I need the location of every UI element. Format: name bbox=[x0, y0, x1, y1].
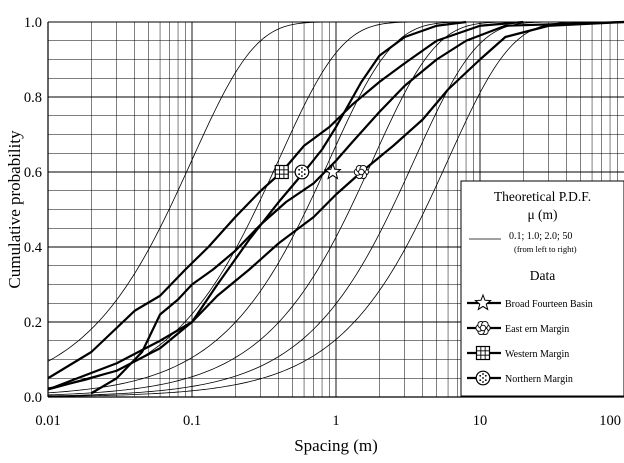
x-tick-label: 0.1 bbox=[183, 413, 201, 429]
dotted-circle-dot bbox=[479, 374, 482, 377]
legend-star-marker bbox=[474, 293, 492, 311]
theoretical-curve bbox=[47, 21, 624, 397]
flower-center bbox=[479, 324, 487, 332]
dotted-circle-dot bbox=[303, 168, 306, 171]
grid-square-shape bbox=[274, 164, 289, 180]
dotted-circle-dot bbox=[301, 175, 303, 177]
dotted-circle-dot bbox=[301, 167, 303, 169]
legend-item-dotted-circle: Northern Margin bbox=[467, 370, 573, 386]
y-tick-label: 0.6 bbox=[24, 165, 42, 181]
series-grid-square bbox=[47, 20, 524, 380]
legend-item-star: Broad Fourteen Basin bbox=[467, 293, 593, 311]
x-tick-label: 10 bbox=[473, 413, 488, 429]
legend-dotted-circle-marker bbox=[475, 370, 491, 386]
y-tick-label: 0.8 bbox=[24, 90, 42, 106]
legend-theoretical-order: (from left to right) bbox=[514, 244, 577, 254]
dotted-circle-dot bbox=[482, 377, 484, 379]
x-tick-label: 1 bbox=[332, 413, 339, 429]
legend-mu-label: μ (m) bbox=[527, 207, 557, 222]
legend-item-label: Northern Margin bbox=[505, 374, 573, 385]
legend-theoretical-values: 0.1; 1.0; 2.0; 50 bbox=[509, 231, 572, 242]
theoretical-curve bbox=[47, 21, 624, 396]
dotted-circle-dot bbox=[482, 381, 484, 383]
star-marker-shape bbox=[474, 293, 492, 311]
series-star bbox=[90, 20, 624, 395]
dotted-circle-dot bbox=[484, 379, 487, 382]
legend-items: Broad Fourteen Basin East ern Margin Weste… bbox=[467, 293, 593, 386]
flower-marker bbox=[353, 164, 369, 180]
grid-square-marker bbox=[274, 164, 289, 180]
legend-grid-square-marker bbox=[475, 345, 491, 361]
star-marker-shape bbox=[323, 162, 342, 180]
dotted-circle-dot bbox=[484, 374, 487, 377]
axes: Spacing (m) Cumulative probability 0.01 0… bbox=[5, 15, 624, 455]
series-line bbox=[47, 20, 624, 391]
x-axis-title: Spacing (m) bbox=[294, 436, 378, 455]
series-line bbox=[47, 20, 524, 380]
series-flower bbox=[47, 20, 624, 391]
flower-center bbox=[358, 168, 365, 176]
y-tick-label: 0.2 bbox=[24, 315, 42, 331]
legend-box bbox=[460, 180, 624, 397]
data-series bbox=[47, 20, 624, 395]
series-dotted-circle bbox=[47, 20, 467, 391]
legend-item-flower: East ern Margin bbox=[467, 320, 569, 336]
dotted-circle-dot bbox=[301, 171, 303, 173]
dotted-circle-dot bbox=[298, 168, 301, 171]
series-line bbox=[90, 20, 624, 395]
y-tick-label: 1.0 bbox=[24, 15, 42, 31]
grid-square-shape bbox=[475, 345, 491, 361]
legend-data-title: Data bbox=[530, 268, 555, 283]
dotted-circle-dot bbox=[482, 373, 484, 375]
legend-item-label: Broad Fourteen Basin bbox=[505, 299, 593, 310]
legend-item-label: Western Margin bbox=[505, 349, 569, 360]
legend-item-grid-square: Western Margin bbox=[467, 345, 569, 361]
y-axis-title: Cumulative probability bbox=[5, 130, 24, 289]
legend-item-label: East ern Margin bbox=[505, 324, 569, 335]
legend-title: Theoretical P.D.F. bbox=[494, 189, 591, 204]
legend: Theoretical P.D.F. μ (m) 0.1; 1.0; 2.0; … bbox=[460, 180, 624, 397]
star-marker bbox=[323, 162, 342, 180]
y-tick-label: 0.0 bbox=[24, 390, 42, 406]
dotted-circle-dot bbox=[303, 173, 306, 176]
x-tick-label: 100 bbox=[599, 413, 621, 429]
legend-flower-marker bbox=[475, 320, 491, 336]
dotted-circle-dot bbox=[479, 379, 482, 382]
x-tick-label: 0.01 bbox=[35, 413, 60, 429]
y-tick-label: 0.4 bbox=[24, 240, 43, 256]
theoretical-curve bbox=[47, 21, 624, 397]
dotted-circle-marker bbox=[294, 164, 310, 180]
dotted-circle-dot bbox=[298, 173, 301, 176]
